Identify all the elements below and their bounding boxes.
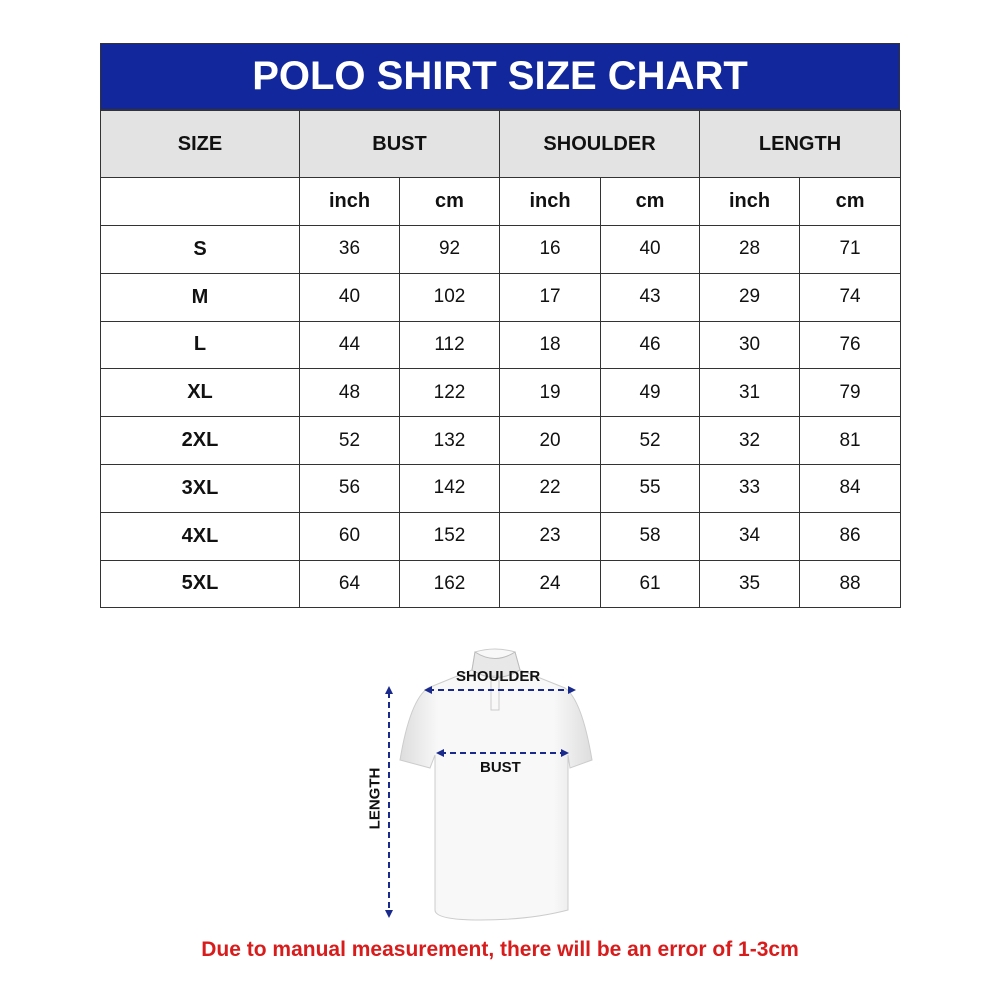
table-row: XL 48 122 19 49 31 79 <box>100 368 902 418</box>
table-row: M 40 102 17 43 29 74 <box>100 272 902 322</box>
size-cell: XL <box>100 368 300 418</box>
value-cell: 122 <box>398 368 501 418</box>
unit-cell: inch <box>499 177 602 226</box>
value-cell: 20 <box>499 416 602 465</box>
value-cell: 132 <box>398 416 501 465</box>
value-cell: 28 <box>699 225 801 274</box>
value-cell: 142 <box>398 463 501 513</box>
size-cell: 4XL <box>100 511 300 561</box>
value-cell: 60 <box>299 511 400 561</box>
size-table: SIZE BUST SHOULDER LENGTH inch cm inch c… <box>100 110 902 609</box>
value-cell: 40 <box>600 225 701 274</box>
chart-title: POLO SHIRT SIZE CHART <box>100 43 900 110</box>
unit-cell: inch <box>299 177 400 226</box>
empty-cell <box>100 177 300 226</box>
table-row: 3XL 56 142 22 55 33 84 <box>100 463 902 513</box>
value-cell: 112 <box>398 320 501 370</box>
value-cell: 24 <box>499 559 602 609</box>
value-cell: 52 <box>600 416 701 465</box>
header-length: LENGTH <box>699 110 902 178</box>
value-cell: 31 <box>699 368 801 418</box>
value-cell: 32 <box>699 416 801 465</box>
table-row: 4XL 60 152 23 58 34 86 <box>100 511 902 561</box>
size-cell: S <box>100 225 300 274</box>
value-cell: 76 <box>799 320 902 370</box>
value-cell: 102 <box>398 272 501 322</box>
header-size: SIZE <box>100 110 300 178</box>
table-row: 2XL 52 132 20 52 32 81 <box>100 416 902 465</box>
value-cell: 88 <box>799 559 902 609</box>
size-cell: 2XL <box>100 416 300 465</box>
unit-cell: cm <box>600 177 701 226</box>
bust-label: BUST <box>480 759 521 776</box>
value-cell: 19 <box>499 368 602 418</box>
value-cell: 92 <box>398 225 501 274</box>
table-row: L 44 112 18 46 30 76 <box>100 320 902 370</box>
table-row: 5XL 64 162 24 61 35 88 <box>100 559 902 609</box>
value-cell: 81 <box>799 416 902 465</box>
header-row: SIZE BUST SHOULDER LENGTH <box>100 110 902 178</box>
value-cell: 55 <box>600 463 701 513</box>
value-cell: 30 <box>699 320 801 370</box>
value-cell: 36 <box>299 225 400 274</box>
value-cell: 152 <box>398 511 501 561</box>
value-cell: 71 <box>799 225 902 274</box>
value-cell: 23 <box>499 511 602 561</box>
shoulder-label: SHOULDER <box>456 668 541 685</box>
unit-cell: cm <box>398 177 501 226</box>
size-cell: 5XL <box>100 559 300 609</box>
polo-shirt-icon <box>385 648 593 921</box>
table-row: S 36 92 16 40 28 71 <box>100 225 902 274</box>
value-cell: 29 <box>699 272 801 322</box>
header-bust: BUST <box>298 110 501 178</box>
value-cell: 16 <box>499 225 602 274</box>
unit-cell: inch <box>699 177 801 226</box>
value-cell: 79 <box>799 368 902 418</box>
shirt-diagram <box>360 640 600 935</box>
value-cell: 49 <box>600 368 701 418</box>
value-cell: 22 <box>499 463 602 513</box>
size-cell: M <box>100 272 300 322</box>
value-cell: 64 <box>299 559 400 609</box>
size-cell: 3XL <box>100 463 300 513</box>
unit-cell: cm <box>799 177 902 226</box>
measurement-note: Due to manual measurement, there will be… <box>201 938 799 961</box>
value-cell: 46 <box>600 320 701 370</box>
value-cell: 58 <box>600 511 701 561</box>
unit-row: inch cm inch cm inch cm <box>100 177 902 226</box>
value-cell: 40 <box>299 272 400 322</box>
size-cell: L <box>100 320 300 370</box>
value-cell: 52 <box>299 416 400 465</box>
value-cell: 44 <box>299 320 400 370</box>
value-cell: 48 <box>299 368 400 418</box>
value-cell: 18 <box>499 320 602 370</box>
length-label: LENGTH <box>366 767 384 830</box>
value-cell: 56 <box>299 463 400 513</box>
header-shoulder: SHOULDER <box>499 110 701 178</box>
value-cell: 61 <box>600 559 701 609</box>
value-cell: 34 <box>699 511 801 561</box>
value-cell: 86 <box>799 511 902 561</box>
value-cell: 33 <box>699 463 801 513</box>
value-cell: 35 <box>699 559 801 609</box>
value-cell: 162 <box>398 559 501 609</box>
value-cell: 74 <box>799 272 902 322</box>
value-cell: 17 <box>499 272 602 322</box>
value-cell: 43 <box>600 272 701 322</box>
value-cell: 84 <box>799 463 902 513</box>
